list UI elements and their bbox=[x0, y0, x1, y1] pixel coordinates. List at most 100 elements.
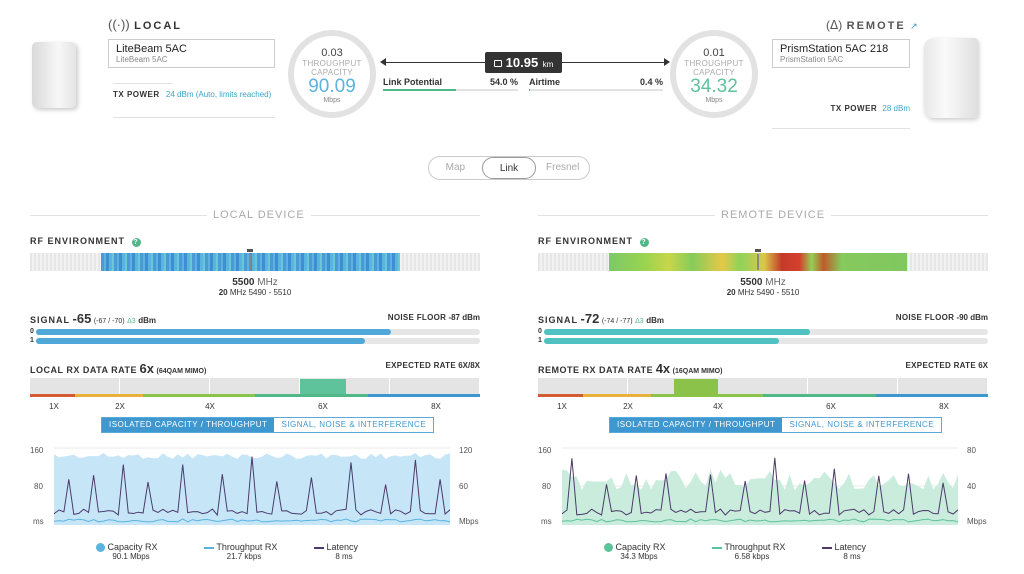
legend-capacity[interactable]: Capacity RX 34.3 Mbps bbox=[604, 542, 674, 561]
rate-label-1x: 1X bbox=[557, 402, 567, 411]
local-heading: ((·)) LOCAL bbox=[108, 17, 182, 32]
legend-throughput[interactable]: Throughput RX 6.58 kbps bbox=[712, 542, 792, 561]
chain-0-label: 0 bbox=[538, 328, 542, 335]
local-divider bbox=[113, 83, 173, 84]
tab-map[interactable]: Map bbox=[445, 162, 466, 173]
airtime-bar bbox=[529, 89, 663, 91]
rf-spectrum bbox=[30, 253, 480, 271]
capacity-area bbox=[54, 453, 450, 525]
noise-floor: NOISE FLOOR -90 dBm bbox=[895, 313, 988, 322]
channel-marker bbox=[247, 249, 253, 252]
throughput-line bbox=[54, 518, 450, 523]
toggle-signal-noise[interactable]: SIGNAL, NOISE & INTERFERENCE bbox=[789, 420, 935, 429]
rate-label-8x: 8X bbox=[939, 402, 949, 411]
data-rate-scale bbox=[30, 378, 480, 396]
chain-1-label: 1 bbox=[538, 337, 542, 344]
y-left-mid: 80 bbox=[34, 482, 43, 491]
throughput-line bbox=[562, 518, 958, 523]
local-device-name: LiteBeam 5AC bbox=[116, 43, 187, 55]
latency-line-icon bbox=[822, 546, 832, 549]
throughput-line-icon bbox=[712, 546, 722, 549]
signal-readout: SIGNAL -65 (-67 / -70) Δ3 dBm bbox=[30, 311, 156, 326]
toggle-isolated-capacity[interactable]: ISOLATED CAPACITY / THROUGHPUT bbox=[102, 418, 275, 432]
rx-data-rate: LOCAL RX DATA RATE 6x (64QAM MIMO) bbox=[30, 361, 207, 376]
local-device-image bbox=[32, 42, 76, 108]
legend-capacity[interactable]: Capacity RX 90.1 Mbps bbox=[96, 542, 166, 561]
lock-icon bbox=[493, 60, 502, 67]
legend-latency[interactable]: Latency 8 ms bbox=[822, 542, 882, 561]
channel-center-line bbox=[757, 254, 759, 270]
channel-width: 20 MHz 5490 - 5510 bbox=[726, 288, 800, 297]
channel-width: 20 MHz 5490 - 5510 bbox=[218, 288, 292, 297]
signal-chain-1-bar bbox=[36, 338, 480, 344]
rf-environment-label: RF ENVIRONMENT ? bbox=[538, 236, 649, 247]
capacity-area bbox=[562, 469, 958, 525]
y-left-top: 160 bbox=[538, 446, 552, 455]
rate-label-2x: 2X bbox=[115, 402, 125, 411]
rate-color-strip bbox=[538, 394, 988, 397]
latency-line bbox=[54, 456, 450, 517]
local-divider-2 bbox=[113, 117, 275, 118]
remote-device-name: PrismStation 5AC 218 bbox=[780, 43, 889, 55]
link-potential: Link Potential 54.0 % bbox=[383, 77, 518, 87]
noise-floor: NOISE FLOOR -87 dBm bbox=[387, 313, 480, 322]
chain-1-label: 1 bbox=[30, 337, 34, 344]
external-link-icon[interactable]: ↗ bbox=[910, 21, 918, 31]
capacity-dot-icon bbox=[604, 543, 613, 553]
local-tx-power: TX POWER 24 dBm (Auto, limits reached) bbox=[113, 90, 272, 99]
legend-throughput[interactable]: Throughput RX 21.7 kbps bbox=[204, 542, 284, 561]
latency-line bbox=[562, 457, 958, 516]
rf-environment-label: RF ENVIRONMENT ? bbox=[30, 236, 141, 247]
y-right-unit: Mbps bbox=[459, 517, 479, 526]
remote-device-image bbox=[924, 38, 978, 118]
antenna-icon: ((·)) bbox=[108, 17, 130, 32]
history-chart bbox=[562, 447, 958, 525]
channel-marker bbox=[755, 249, 761, 252]
tab-link[interactable]: Link bbox=[481, 157, 537, 179]
signal-chain-1-bar bbox=[544, 338, 988, 344]
remote-throughput-gauge: 0.01 THROUGHPUT CAPACITY 34.32 Mbps bbox=[670, 30, 758, 118]
y-right-mid: 60 bbox=[459, 482, 468, 491]
rate-color-strip bbox=[30, 394, 480, 397]
remote-device-model: PrismStation 5AC bbox=[780, 55, 844, 64]
panel-title: REMOTE DEVICE bbox=[715, 209, 832, 221]
channel-center-line bbox=[249, 254, 251, 270]
remote-heading: (ᐃ) REMOTE ↗ bbox=[826, 18, 918, 32]
y-right-mid: 40 bbox=[967, 482, 976, 491]
remote-device-panel: REMOTE DEVICE RF ENVIRONMENT ? 5500 MHz … bbox=[538, 205, 988, 574]
signal-chain-0-bar bbox=[544, 329, 988, 335]
history-chart bbox=[54, 447, 450, 525]
rate-label-8x: 8X bbox=[431, 402, 441, 411]
current-rate-indicator bbox=[300, 379, 346, 394]
tower-icon: (ᐃ) bbox=[826, 18, 843, 32]
rate-label-1x: 1X bbox=[49, 402, 59, 411]
chain-0-label: 0 bbox=[30, 328, 34, 335]
toggle-signal-noise[interactable]: SIGNAL, NOISE & INTERFERENCE bbox=[281, 420, 427, 429]
help-icon[interactable]: ? bbox=[639, 238, 649, 247]
expected-rate: EXPECTED RATE 6X bbox=[905, 361, 988, 370]
y-left-mid: 80 bbox=[542, 482, 551, 491]
rate-label-4x: 4X bbox=[205, 402, 215, 411]
rate-label-6x: 6X bbox=[318, 402, 328, 411]
signal-chain-0-bar bbox=[36, 329, 480, 335]
chart-mode-toggle: ISOLATED CAPACITY / THROUGHPUT SIGNAL, N… bbox=[101, 417, 435, 433]
distance-badge: 10.95 km bbox=[485, 52, 562, 73]
remote-device-box[interactable]: PrismStation 5AC 218 PrismStation 5AC bbox=[772, 39, 910, 68]
chart-mode-toggle: ISOLATED CAPACITY / THROUGHPUT SIGNAL, N… bbox=[609, 417, 943, 433]
y-right-top: 80 bbox=[967, 446, 976, 455]
panel-title: LOCAL DEVICE bbox=[207, 209, 311, 221]
y-right-top: 120 bbox=[459, 446, 473, 455]
rf-spectrum bbox=[538, 253, 988, 271]
legend-latency[interactable]: Latency 8 ms bbox=[314, 542, 374, 561]
tab-fresnel[interactable]: Fresnel bbox=[546, 162, 580, 173]
local-throughput-gauge: 0.03 THROUGHPUT CAPACITY 90.09 Mbps bbox=[288, 30, 376, 118]
arrow-right-icon bbox=[664, 58, 670, 66]
toggle-isolated-capacity[interactable]: ISOLATED CAPACITY / THROUGHPUT bbox=[610, 418, 783, 432]
arrow-left-icon bbox=[380, 58, 386, 66]
y-left-top: 160 bbox=[30, 446, 44, 455]
frequency-readout: 5500 MHz bbox=[740, 277, 786, 288]
expected-rate: EXPECTED RATE 6X/8X bbox=[385, 361, 480, 370]
local-device-panel: LOCAL DEVICE RF ENVIRONMENT ? 5500 MHz 2… bbox=[30, 205, 480, 574]
help-icon[interactable]: ? bbox=[131, 238, 141, 247]
local-device-box[interactable]: LiteBeam 5AC LiteBeam 5AC bbox=[108, 39, 275, 68]
